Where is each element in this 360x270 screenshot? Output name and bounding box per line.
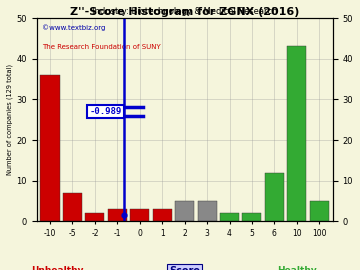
Bar	[63, 193, 82, 221]
Bar	[198, 201, 217, 221]
Bar	[130, 209, 149, 221]
Bar	[153, 209, 172, 221]
Bar	[265, 173, 284, 221]
Bar	[242, 213, 261, 221]
Text: Industry: Biotechnology & Medical Research: Industry: Biotechnology & Medical Resear…	[92, 7, 277, 16]
Bar	[40, 75, 59, 221]
Bar	[175, 201, 194, 221]
Text: Healthy: Healthy	[277, 266, 317, 270]
Title: Z''-Score Histogram for ZGNX (2016): Z''-Score Histogram for ZGNX (2016)	[70, 7, 299, 17]
Text: -0.989: -0.989	[90, 107, 122, 116]
Bar	[310, 201, 329, 221]
Bar	[287, 46, 306, 221]
Text: Unhealthy: Unhealthy	[31, 266, 84, 270]
Bar	[108, 209, 127, 221]
Text: Score: Score	[169, 266, 200, 270]
Y-axis label: Number of companies (129 total): Number of companies (129 total)	[7, 64, 13, 175]
Text: The Research Foundation of SUNY: The Research Foundation of SUNY	[42, 45, 161, 50]
Bar	[220, 213, 239, 221]
Bar	[85, 213, 104, 221]
Text: ©www.textbiz.org: ©www.textbiz.org	[42, 24, 106, 31]
